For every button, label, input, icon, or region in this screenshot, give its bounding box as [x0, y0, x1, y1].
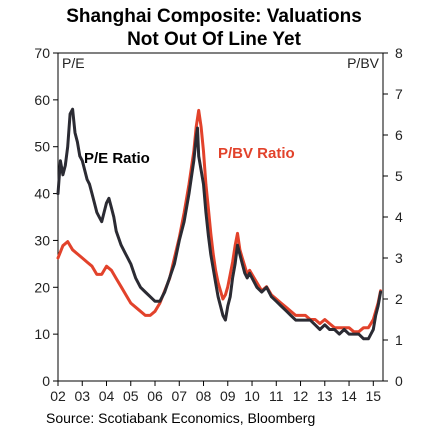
x-tick-label: 10 [244, 388, 260, 404]
series-label-pe: P/E Ratio [84, 150, 150, 167]
chart-title-line-1: Shanghai Composite: Valuations [66, 6, 362, 27]
y-tick-label-right: 8 [395, 45, 403, 61]
y-tick-label-left: 60 [34, 92, 50, 108]
x-tick-label: 14 [341, 388, 357, 404]
x-ticks: 02 03 04 05 06 07 08 09 10 11 12 13 14 15 [50, 381, 381, 404]
y-tick-label-left: 30 [34, 232, 50, 248]
x-tick-label: 09 [220, 388, 236, 404]
x-tick-label: 06 [147, 388, 163, 404]
series-lines [56, 107, 383, 341]
x-tick-label: 04 [99, 388, 115, 404]
y-tick-label-right: 1 [395, 332, 403, 348]
y-tick-label-left: 50 [34, 139, 50, 155]
x-tick-label: 05 [123, 388, 139, 404]
y-tick-label-right: 2 [395, 291, 403, 307]
chart-title-line-2: Not Out Of Line Yet [127, 29, 301, 50]
x-tick-label: 02 [50, 388, 66, 404]
series-line-pe [56, 107, 383, 341]
y-tick-label-right: 5 [395, 168, 403, 184]
y-tick-label-right: 4 [395, 209, 403, 225]
x-tick-label: 13 [317, 388, 333, 404]
x-tick-label: 07 [171, 388, 187, 404]
y-tick-label-left: 20 [34, 279, 50, 295]
x-tick-label: 03 [74, 388, 90, 404]
y-tick-label-right: 6 [395, 127, 403, 143]
y-tick-label-right: 0 [395, 373, 403, 389]
source-note: Source: Scotiabank Economics, Bloomberg [46, 410, 315, 426]
y-axis-label-left: P/E [62, 55, 85, 71]
x-tick-label: 12 [293, 388, 309, 404]
x-tick-label: 11 [269, 388, 284, 404]
y-axis-label-right: P/BV [347, 55, 380, 71]
x-tick-label: 15 [366, 388, 382, 404]
y-tick-label-left: 70 [34, 45, 50, 61]
y-ticks-left: 0 10 20 30 40 50 60 70 [34, 45, 58, 389]
y-ticks-right: 0 1 2 3 4 5 6 7 8 [383, 45, 403, 389]
y-tick-label-left: 10 [34, 326, 50, 342]
y-tick-label-right: 7 [395, 86, 403, 102]
y-tick-label-left: 40 [34, 186, 50, 202]
series-label-pbv: P/BV Ratio [218, 145, 295, 162]
series-line-pbv [56, 108, 383, 334]
x-tick-label: 08 [196, 388, 212, 404]
y-tick-label-left: 0 [42, 373, 50, 389]
plot-frame [57, 52, 384, 382]
y-tick-label-right: 3 [395, 250, 403, 266]
